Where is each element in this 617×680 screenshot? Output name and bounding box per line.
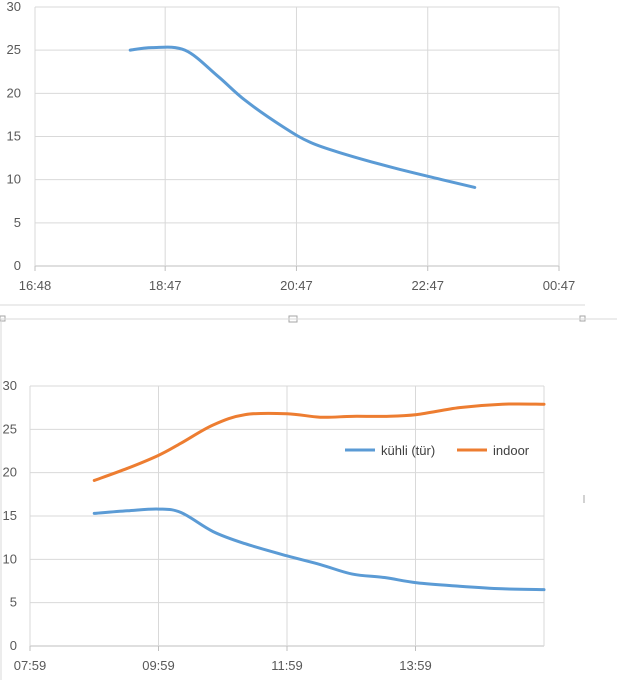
y-tick-label: 0 [10, 638, 17, 653]
y-tick-label: 5 [14, 215, 21, 230]
series-line-0[interactable] [128, 45, 477, 189]
legend-label-1: indoor [493, 443, 530, 458]
y-tick-label: 15 [3, 508, 17, 523]
x-tick-label: 20:47 [280, 278, 313, 293]
y-tick-label: 0 [14, 258, 21, 273]
x-tick-label: 07:59 [14, 658, 47, 673]
x-tick-label: 11:59 [271, 658, 303, 673]
x-tick-label: 18:47 [149, 278, 182, 293]
series-line-0[interactable] [92, 507, 546, 592]
series-line-1[interactable] [92, 402, 546, 482]
y-tick-label: 30 [3, 378, 17, 393]
chart-bottom: 0 5 10 15 20 25 30 07:59 09:59 11:59 13:59 kühli (t… [3, 378, 546, 673]
y-tick-label: 20 [7, 85, 21, 100]
x-tick-label: 22:47 [411, 278, 444, 293]
legend-label-0: kühli (tür) [381, 443, 435, 458]
y-tick-label: 15 [7, 129, 21, 144]
x-tick-label: 13:59 [399, 658, 432, 673]
x-tick-label: 00:47 [543, 278, 576, 293]
y-tick-label: 20 [3, 465, 17, 480]
chart-top: 0 5 10 15 20 25 30 16:48 18:47 20:47 22:47 00:47 [7, 0, 576, 293]
x-tick-label: 09:59 [142, 658, 175, 673]
y-tick-label: 25 [7, 42, 21, 57]
y-tick-label: 30 [7, 0, 21, 14]
y-tick-label: 25 [3, 421, 17, 436]
y-tick-label: 10 [3, 551, 17, 566]
y-tick-label: 5 [10, 595, 17, 610]
x-tick-label: 16:48 [19, 278, 52, 293]
y-tick-label: 10 [7, 172, 21, 187]
